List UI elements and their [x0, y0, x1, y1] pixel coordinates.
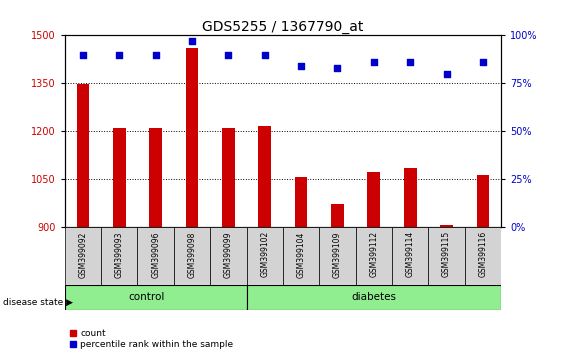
Point [187, 38, 196, 44]
Point [151, 52, 160, 57]
Point [406, 59, 415, 65]
Point [369, 59, 378, 65]
Text: GSM399096: GSM399096 [151, 231, 160, 278]
Text: GSM399109: GSM399109 [333, 231, 342, 278]
Text: control: control [128, 292, 165, 302]
Bar [222, 129, 235, 227]
Text: GSM399092: GSM399092 [78, 231, 87, 278]
Bar [186, 48, 198, 227]
Bar [428, 227, 464, 285]
Text: GSM399115: GSM399115 [442, 231, 451, 278]
Point [115, 52, 124, 57]
Legend: count, percentile rank within the sample: count, percentile rank within the sample [69, 329, 233, 349]
Text: GSM399112: GSM399112 [369, 231, 378, 277]
Point [297, 63, 306, 69]
Bar [356, 227, 392, 285]
Text: GSM399099: GSM399099 [224, 231, 233, 278]
Bar [368, 172, 380, 227]
Bar [77, 84, 90, 227]
Point [260, 52, 269, 57]
Text: GSM399116: GSM399116 [479, 231, 488, 278]
Text: GSM399102: GSM399102 [260, 231, 269, 278]
Bar [258, 126, 271, 227]
Point [333, 65, 342, 71]
Text: diabetes: diabetes [351, 292, 396, 302]
Text: GSM399098: GSM399098 [187, 231, 196, 278]
Point [78, 52, 87, 57]
Bar [149, 128, 162, 227]
Bar [331, 204, 344, 227]
Bar [464, 227, 501, 285]
Bar [440, 225, 453, 227]
Point [224, 52, 233, 57]
Bar [65, 227, 101, 285]
Bar [137, 227, 174, 285]
Text: disease state ▶: disease state ▶ [3, 298, 73, 307]
Bar [294, 177, 307, 227]
Bar [65, 285, 247, 310]
Text: GSM399104: GSM399104 [297, 231, 306, 278]
Text: GSM399093: GSM399093 [115, 231, 124, 278]
Bar [319, 227, 356, 285]
Bar [210, 227, 247, 285]
Bar [113, 129, 126, 227]
Text: GSM399114: GSM399114 [406, 231, 415, 278]
Bar [101, 227, 137, 285]
Bar [283, 227, 319, 285]
Bar [174, 227, 210, 285]
Bar [392, 227, 428, 285]
Bar [247, 285, 501, 310]
Title: GDS5255 / 1367790_at: GDS5255 / 1367790_at [202, 21, 364, 34]
Bar [404, 167, 417, 227]
Bar [476, 175, 489, 227]
Bar [247, 227, 283, 285]
Point [442, 71, 451, 76]
Point [479, 59, 488, 65]
